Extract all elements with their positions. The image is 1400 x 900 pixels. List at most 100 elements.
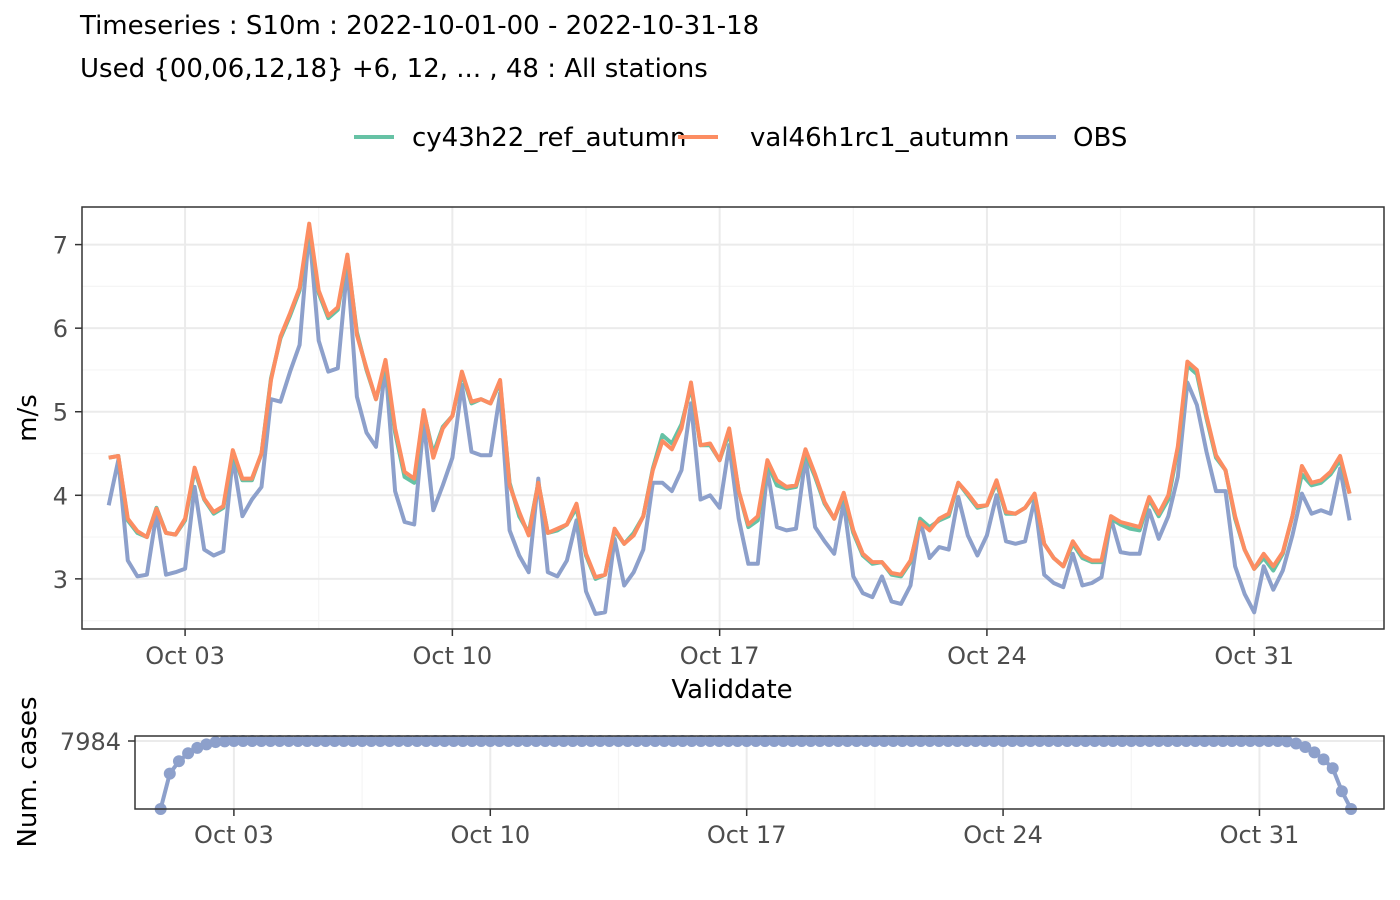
- cases-point: [557, 735, 570, 747]
- cases-point: [365, 735, 378, 747]
- cases-point: [1088, 735, 1101, 747]
- cases-point: [786, 735, 799, 747]
- main-x-tick-label: Oct 03: [145, 642, 225, 670]
- cases-x-tick-label: Oct 10: [450, 821, 530, 849]
- cases-point: [1079, 735, 1092, 747]
- cases-point: [200, 738, 213, 751]
- cases-point: [676, 735, 689, 747]
- cases-point: [392, 735, 405, 747]
- legend-label-val46h1rc1: val46h1rc1_autumn: [750, 123, 1010, 153]
- main-panel-background: [82, 207, 1384, 629]
- main-panel-border: [81, 206, 1385, 630]
- cases-point: [374, 735, 387, 747]
- cases-point: [291, 735, 304, 747]
- cases-point: [255, 735, 268, 747]
- main-x-tick-label: Oct 10: [413, 642, 493, 670]
- title-line-1: Timeseries : S10m : 2022-10-01-00 - 2022…: [79, 11, 759, 41]
- cases-point: [1326, 762, 1339, 775]
- cases-point: [1271, 735, 1284, 747]
- cases-point: [1290, 737, 1303, 750]
- cases-point: [1033, 735, 1046, 747]
- cases-point: [237, 735, 250, 747]
- cases-point: [246, 735, 259, 747]
- cases-point: [859, 735, 872, 747]
- cases-point: [1244, 735, 1257, 747]
- main-x-axis-title: Validdate: [671, 675, 792, 705]
- main-y-axis-title: m/s: [13, 394, 43, 442]
- legend-label-cy43h22: cy43h22_ref_autumn: [412, 123, 687, 153]
- cases-point: [182, 747, 195, 760]
- cases-point: [649, 735, 662, 747]
- cases-point: [1180, 735, 1193, 747]
- cases-point: [1317, 753, 1330, 766]
- cases-point: [319, 735, 332, 747]
- cases-point: [346, 735, 359, 747]
- cases-point: [273, 735, 286, 747]
- cases-point: [1116, 735, 1129, 747]
- cases-point: [438, 735, 451, 747]
- cases-point: [301, 735, 314, 747]
- cases-point: [475, 735, 488, 747]
- cases-x-tick-label: Oct 24: [963, 821, 1043, 849]
- cases-point: [1125, 735, 1138, 747]
- cases-point: [1015, 735, 1028, 747]
- cases-point: [722, 735, 735, 747]
- cases-point: [667, 735, 680, 747]
- cases-point: [282, 735, 295, 747]
- cases-point: [264, 735, 277, 747]
- cases-point: [694, 735, 707, 747]
- main-plot-panel: Oct 03 Oct 10 Oct 17 Oct 24 Oct 31 3 4 5 6 7: [53, 206, 1385, 670]
- cases-point: [337, 735, 350, 747]
- cases-point: [731, 735, 744, 747]
- cases-point: [1106, 735, 1119, 747]
- cases-point: [1134, 735, 1147, 747]
- cases-point: [429, 735, 442, 747]
- main-y-tick-label: 4: [53, 482, 68, 510]
- cases-point: [1024, 735, 1037, 747]
- cases-point: [621, 735, 634, 747]
- cases-point: [1299, 741, 1312, 754]
- cases-point: [1235, 735, 1248, 747]
- cases-point: [1207, 735, 1220, 747]
- cases-panel-border: [134, 735, 1385, 810]
- cases-point: [1161, 735, 1174, 747]
- cases-point: [191, 741, 204, 754]
- cases-point: [539, 735, 552, 747]
- cases-point: [960, 735, 973, 747]
- cases-point: [1042, 735, 1055, 747]
- cases-point: [804, 735, 817, 747]
- cases-point: [163, 767, 176, 780]
- cases-x-tick-label: Oct 31: [1220, 821, 1300, 849]
- cases-point: [1097, 735, 1110, 747]
- cases-point: [1253, 735, 1266, 747]
- cases-point: [740, 735, 753, 747]
- cases-point: [612, 735, 625, 747]
- cases-point: [1189, 735, 1202, 747]
- cases-point: [465, 735, 478, 747]
- legend: cy43h22_ref_autumn val46h1rc1_autumn OBS: [354, 123, 1127, 153]
- cases-point: [868, 735, 881, 747]
- cases-point: [575, 735, 588, 747]
- cases-point: [447, 735, 460, 747]
- legend-label-obs: OBS: [1073, 123, 1127, 153]
- cases-point: [1280, 735, 1293, 748]
- cases-point: [713, 735, 726, 747]
- cases-point: [172, 755, 185, 768]
- cases-point: [823, 735, 836, 747]
- cases-point: [749, 735, 762, 747]
- cases-point: [1006, 735, 1019, 747]
- cases-point: [383, 735, 396, 747]
- cases-x-tick-label: Oct 03: [194, 821, 274, 849]
- cases-point: [1198, 735, 1211, 747]
- cases-point: [511, 735, 524, 747]
- cases-panel-background: [135, 736, 1384, 809]
- cases-point: [896, 735, 909, 747]
- main-x-tick-label: Oct 24: [947, 642, 1027, 670]
- cases-point: [1171, 735, 1184, 747]
- cases-y-tick-label: 7984: [60, 728, 121, 756]
- cases-point: [997, 735, 1010, 747]
- main-x-tick-label: Oct 31: [1214, 642, 1294, 670]
- cases-point: [841, 735, 854, 747]
- cases-point: [218, 735, 231, 748]
